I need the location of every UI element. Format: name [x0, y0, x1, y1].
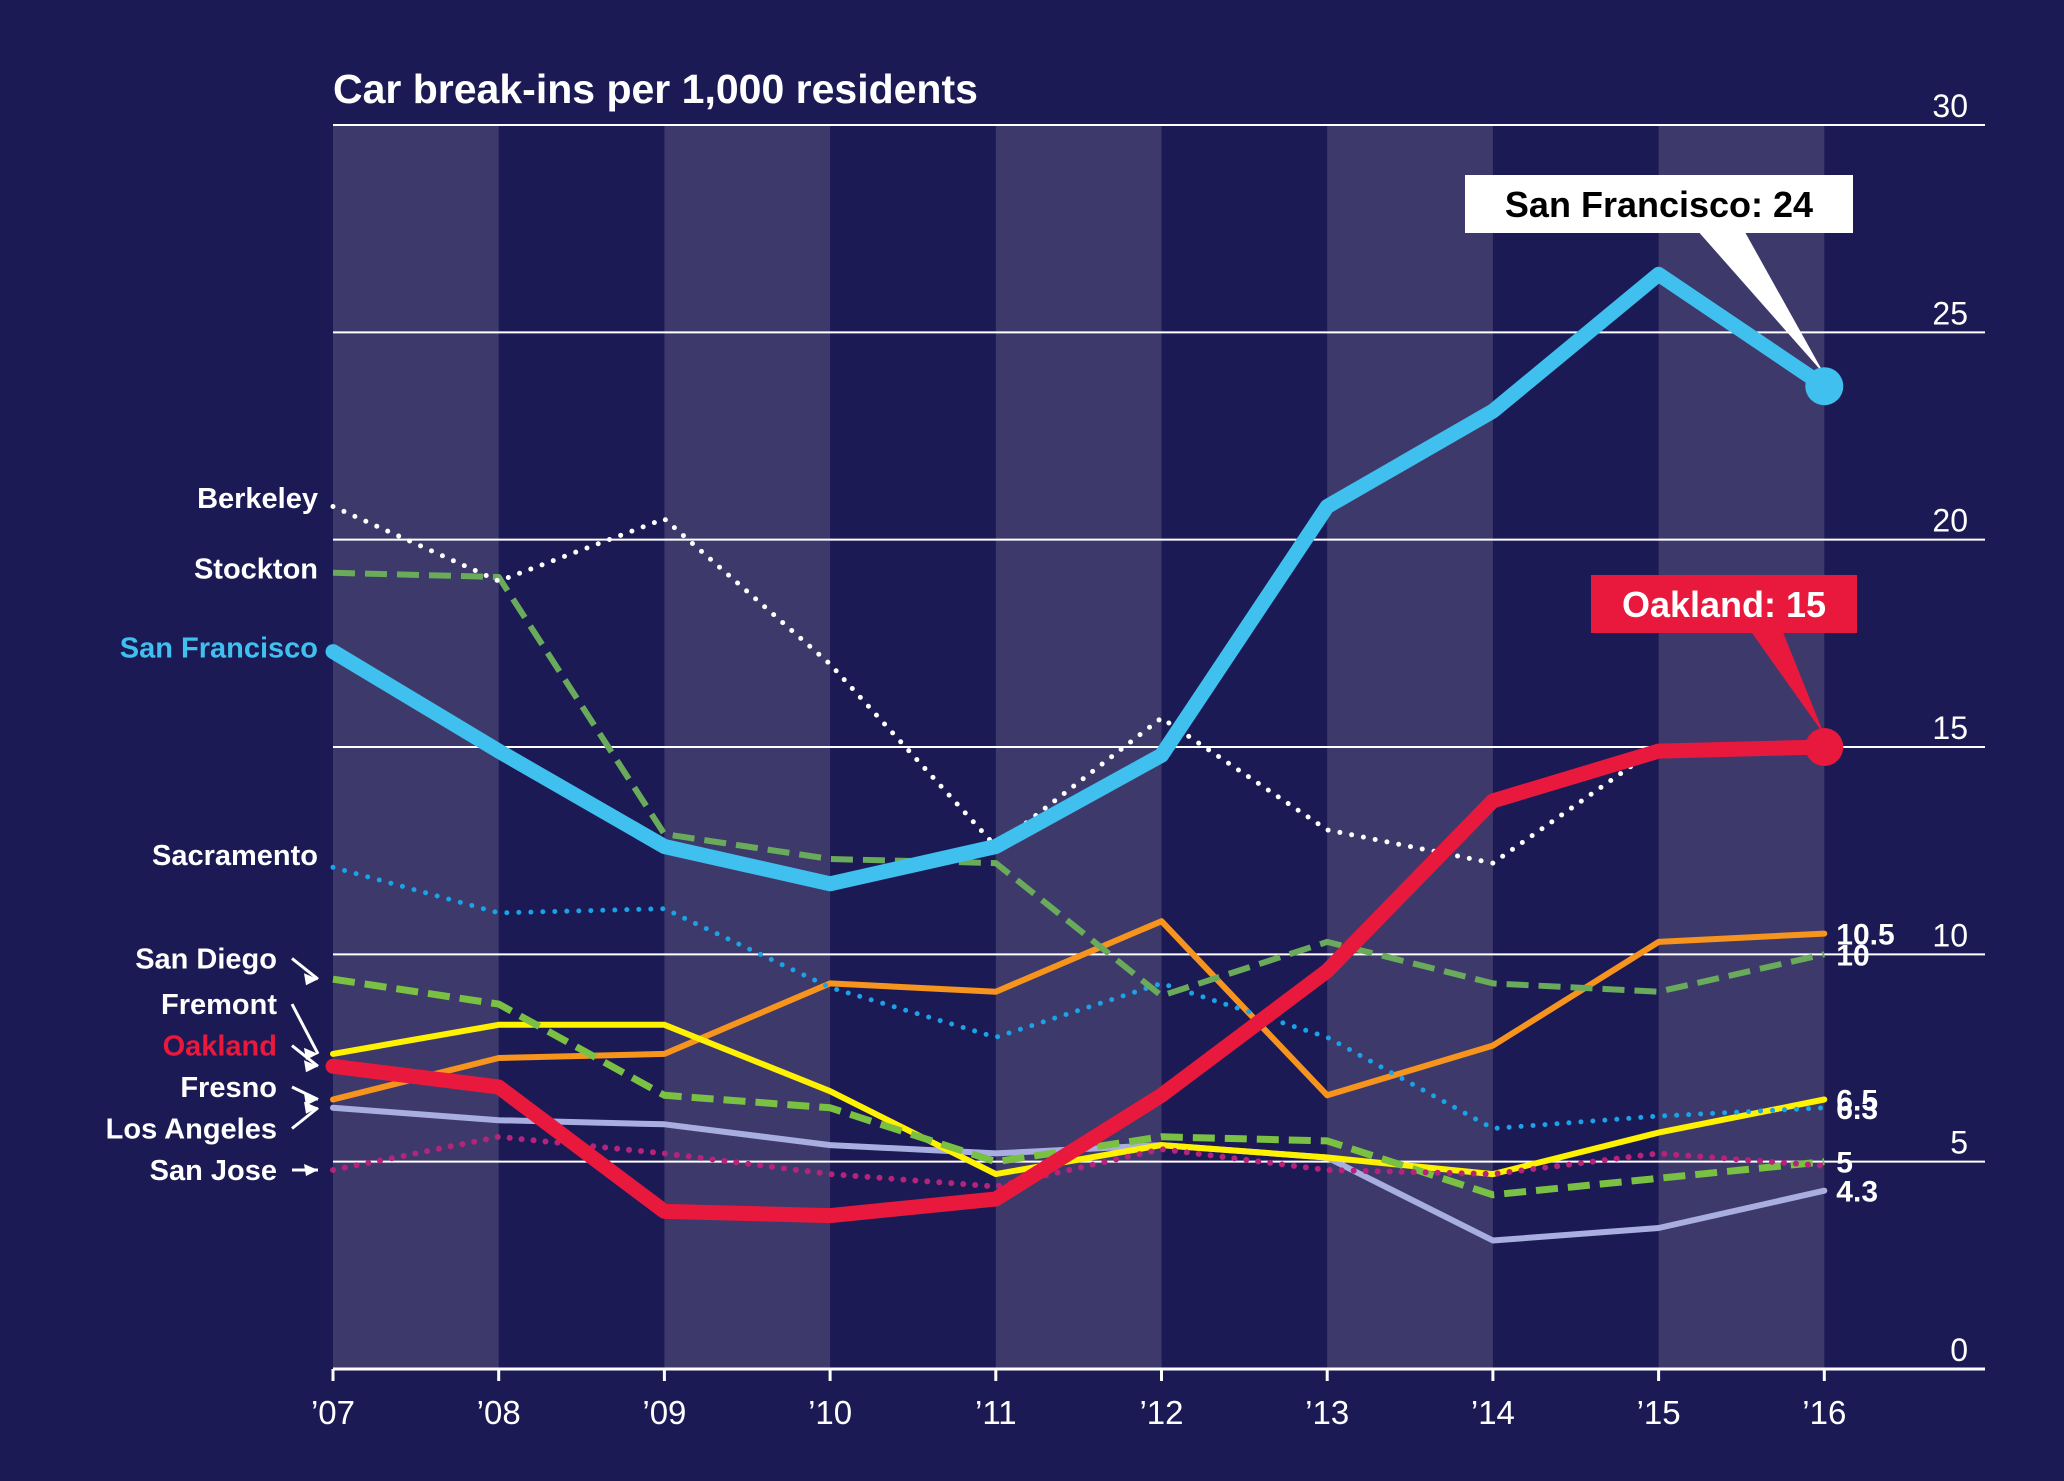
x-tick-label: ’07: [311, 1394, 355, 1431]
series-name-label: San Jose: [150, 1155, 277, 1187]
callouts: San Francisco: 24 Oakland: 15: [1465, 175, 1857, 766]
y-tick-label: 30: [1932, 88, 1968, 124]
series-name-label: Oakland: [163, 1031, 277, 1063]
series-line: [325, 266, 1832, 892]
callout-pointer: [1697, 231, 1825, 375]
label-pointer: [291, 1106, 319, 1130]
series-name-label: Stockton: [194, 554, 318, 586]
end-value-label: 6.5: [1836, 1084, 1878, 1117]
x-axis-ticks: ’07 ’08 ’09 ’10 ’11 ’12 ’13 ’14 ’15 ’16: [311, 1369, 1846, 1431]
y-tick-label: 5: [1950, 1125, 1968, 1161]
y-tick-label: 15: [1932, 710, 1968, 746]
x-tick-label: ’15: [1637, 1394, 1681, 1431]
callout-end-dot: [1805, 728, 1844, 766]
label-arrowhead: [304, 973, 318, 986]
callout-box: [1465, 175, 1853, 233]
series-line: [330, 918, 1828, 1103]
label-pointer: [291, 957, 319, 981]
x-tick-label: ’11: [975, 1394, 1017, 1431]
label-pointer: [291, 1085, 319, 1101]
y-axis-ticks: 0 5 10 15 20 25 30: [1932, 88, 1968, 1368]
series-name-label: San Francisco: [120, 632, 318, 664]
x-tick-label: ’14: [1471, 1394, 1515, 1431]
series-name-label: Fremont: [161, 989, 277, 1021]
x-tick-label: ’09: [642, 1394, 686, 1431]
y-tick-label: 25: [1932, 295, 1968, 331]
callout-box: [1591, 575, 1857, 633]
series-name-labels: Berkeley Stockton San Francisco Sacramento S…: [106, 483, 320, 1187]
y-tick-label: 10: [1932, 917, 1968, 953]
callout-pointer: [1750, 631, 1825, 735]
end-value-label: 4.3: [1836, 1176, 1878, 1209]
label-pointer: [291, 1044, 319, 1068]
end-value-label: 10: [1836, 939, 1869, 972]
x-tick-label: ’12: [1139, 1394, 1183, 1431]
series-line: [332, 569, 1825, 999]
series-line: [325, 739, 1832, 1224]
series-line: [330, 1021, 1828, 1178]
x-tick-label: ’10: [808, 1394, 852, 1431]
series-name-label: Sacramento: [152, 840, 318, 872]
label-pointer: [290, 1003, 320, 1055]
y-tick-label: 0: [1950, 1332, 1968, 1368]
label-arrowhead: [304, 1060, 318, 1073]
label-arrowhead: [304, 1163, 318, 1176]
label-arrowhead: [304, 1093, 318, 1106]
end-value-label: 5: [1836, 1147, 1853, 1180]
callout-end-dot: [1805, 367, 1844, 406]
series-name-label: San Diego: [135, 943, 277, 975]
series-line: [330, 864, 1827, 1131]
callout-label: San Francisco: 24: [1505, 184, 1813, 225]
end-value-label: 6.3: [1836, 1093, 1878, 1126]
series-name-label: Los Angeles: [106, 1113, 277, 1145]
chart-title: Car break-ins per 1,000 residents: [333, 66, 978, 112]
x-tick-label: ’08: [477, 1394, 521, 1431]
callout-label: Oakland: 15: [1622, 584, 1826, 625]
series-name-label: Fresno: [180, 1072, 277, 1104]
y-tick-label: 20: [1932, 503, 1968, 539]
end-value-label: 10.5: [1836, 919, 1894, 952]
series-name-label: Berkeley: [197, 483, 318, 515]
x-tick-label: ’13: [1305, 1394, 1349, 1431]
end-value-labels: 10.510 6.56.3 54.3: [1836, 919, 1894, 1209]
x-tick-label: ’16: [1802, 1394, 1846, 1431]
label-arrowhead: [304, 1101, 318, 1114]
series-lines: [325, 266, 1832, 1244]
